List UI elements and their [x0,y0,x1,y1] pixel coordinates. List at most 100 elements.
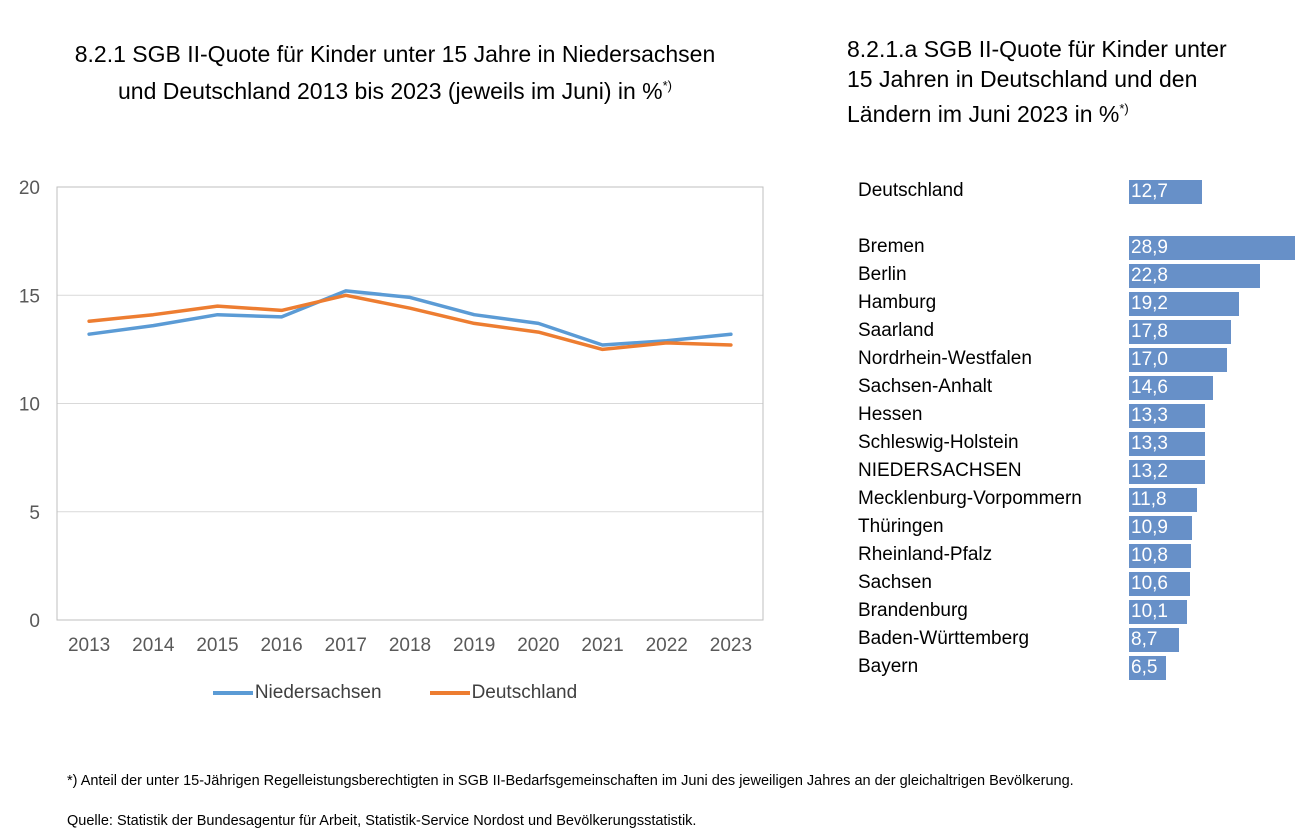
bar: 14,6 [1129,376,1213,400]
bar-chart-title-line1: 8.2.1.a SGB II-Quote für Kinder unter [847,36,1227,62]
bar: 17,0 [1129,348,1227,372]
bar-category-label: Baden-Württemberg [858,628,1030,649]
legend-swatch-niedersachsen [212,691,253,695]
bar: 13,2 [1129,460,1205,484]
bar-value-label: 17,8 [1131,321,1168,342]
y-tick-label: 10 [19,395,40,416]
bar: 13,3 [1129,432,1206,456]
bar-row: Bremen 28,9 [858,234,1314,262]
bar-row: Rheinland-Pfalz 10,8 [858,542,1314,570]
legend-swatch-deutschland [429,691,470,695]
x-tick-label: 2022 [646,635,688,656]
bar-row: Hamburg 19,2 [858,290,1314,318]
bar-category-label: Sachsen-Anhalt [858,376,993,397]
bar: 13,3 [1129,404,1206,428]
bar-category-label: Brandenburg [858,600,968,621]
bar-category-label: Bayern [858,656,919,677]
bar-value-label: 28,9 [1131,237,1168,258]
bar-value-label: 6,5 [1131,657,1158,678]
bar-value-label: 19,2 [1131,293,1168,314]
gridlines [57,294,763,513]
bar-value-label: 13,3 [1131,433,1168,454]
bar-row: Baden-Württemberg 8,7 [858,626,1314,654]
bar-value-label: 11,8 [1131,489,1167,510]
line-chart: 0 5 10 15 20 2013 2014 2015 2016 2017 2018 2019 202… [19,178,764,656]
legend: Niedersachsen Deutschland [0,682,790,704]
bar-row: Sachsen 10,6 [858,570,1314,598]
bar-value-label: 17,0 [1131,349,1168,370]
plot-area-border [56,186,764,621]
bar-row: Deutschland 12,7 [858,178,1314,206]
bar-value-label: 10,6 [1131,573,1168,594]
series-line-niedersachsen [87,289,733,347]
y-tick-label: 0 [29,611,40,632]
line-chart-title-line1: 8.2.1 SGB II-Quote für Kinder unter 15 J… [74,41,716,67]
y-tick-label: 20 [19,178,40,199]
bar-row: Hessen 13,3 [858,402,1314,430]
bar-category-label: Saarland [858,320,935,341]
bar: 6,5 [1129,656,1167,680]
bar: 10,9 [1129,516,1192,540]
bar-category-label: Rheinland-Pfalz [858,544,993,565]
bar-category-label: Nordrhein-Westfalen [858,348,1032,369]
line-chart-title: 8.2.1 SGB II-Quote für Kinder unter 15 J… [0,38,790,107]
x-tick-label: 2021 [581,635,623,656]
bar-chart-title: 8.2.1.a SGB II-Quote für Kinder unter 15… [847,34,1314,129]
footnote-mark: *) [1119,101,1129,116]
bar: 10,6 [1129,572,1190,596]
x-tick-label: 2016 [260,635,302,656]
x-tick-label: 2023 [710,635,752,656]
bar-value-label: 22,8 [1131,265,1168,286]
line-chart-title-line2: und Deutschland 2013 bis 2023 (jeweils i… [117,78,663,104]
x-tick-label: 2013 [68,635,110,656]
bar-row: NIEDERSACHSEN 13,2 [858,458,1314,486]
bar-value-label: 10,1 [1131,601,1168,622]
x-tick-label: 2017 [325,635,367,656]
bar-row: Nordrhein-Westfalen 17,0 [858,346,1314,374]
bar-row: Bayern 6,5 [858,654,1314,682]
bar-chart-title-line3: Ländern im Juni 2023 in % [847,101,1120,127]
bar-row: Sachsen-Anhalt 14,6 [858,374,1314,402]
series-line-deutschland [87,293,733,352]
y-axis-ticks: 0 5 10 15 20 [19,178,40,632]
footnote-definition: *) Anteil der unter 15-Jährigen Regellei… [67,773,1074,789]
x-tick-label: 2018 [389,635,431,656]
bar-category-label: NIEDERSACHSEN [858,460,1022,481]
bar: 22,8 [1129,264,1260,288]
bar: 12,7 [1129,180,1202,204]
x-tick-label: 2015 [196,635,238,656]
bar: 11,8 [1129,488,1197,512]
x-axis-ticks: 2013 2014 2015 2016 2017 2018 2019 2020 2021 2022… [68,635,752,656]
bar-value-label: 14,6 [1131,377,1168,398]
x-tick-label: 2019 [453,635,495,656]
footnote-mark: *) [662,78,673,93]
bar-category-label: Hamburg [858,292,937,313]
footnote-source: Quelle: Statistik der Bundesagentur für … [67,813,697,829]
series-lines [87,289,733,352]
bar-row: Schleswig-Holstein 13,3 [858,430,1314,458]
bar-category-label: Schleswig-Holstein [858,432,1019,453]
bar: 10,8 [1129,544,1192,568]
bar-category-label: Berlin [858,264,907,285]
bar-row: Saarland 17,8 [858,318,1314,346]
bar-row: Thüringen 10,9 [858,514,1314,542]
x-tick-label: 2014 [132,635,175,656]
bar: 8,7 [1129,628,1179,652]
bar-row: Mecklenburg-Vorpommern 11,8 [858,486,1314,514]
bar-category-label: Thüringen [858,516,944,537]
bar-value-label: 10,8 [1131,545,1168,566]
bar: 28,9 [1129,236,1295,260]
bar-value-label: 13,3 [1131,405,1168,426]
bar: 17,8 [1129,320,1232,344]
bar-category-label: Deutschland [858,180,964,201]
legend-item-niedersachsen: Niedersachsen [212,682,382,704]
bar-value-label: 10,9 [1131,517,1168,538]
bar-category-label: Sachsen [858,572,932,593]
y-tick-label: 15 [19,286,40,307]
bar-row: Berlin 22,8 [858,262,1314,290]
bar-row: Brandenburg 10,1 [858,598,1314,626]
x-tick-label: 2020 [517,635,559,656]
bar-category-label: Hessen [858,404,923,425]
legend-item-deutschland: Deutschland [429,682,577,704]
bar-value-label: 13,2 [1131,461,1168,482]
